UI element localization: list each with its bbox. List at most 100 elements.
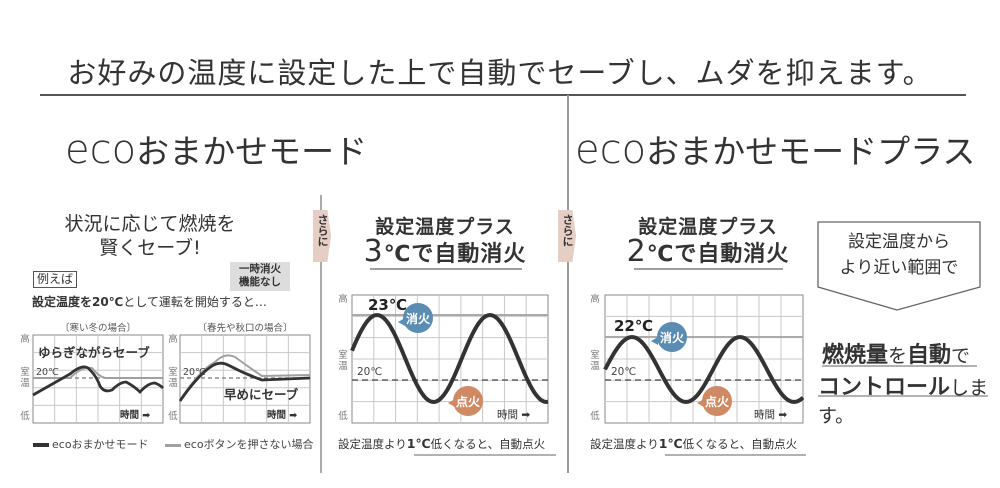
plus3-chart: 23℃ 20℃ 消火 点火 時間 ➡ bbox=[350, 294, 549, 424]
plus2-caption: 設定温度より1℃低くなると、自動点火 bbox=[590, 436, 797, 452]
heading-number: 2 bbox=[626, 234, 647, 269]
badge-circle bbox=[702, 386, 732, 416]
mode-title-left: ecoおまかせモード bbox=[65, 125, 367, 173]
peak-temp-label: 23℃ bbox=[368, 296, 407, 314]
y-label-high: 高 bbox=[168, 334, 178, 345]
heading-rest: ℃で自動消火 bbox=[646, 242, 790, 267]
set-temp-label: 20℃ bbox=[36, 367, 59, 378]
y-label-high: 高 bbox=[590, 294, 600, 305]
caption-part: 設定温度より bbox=[338, 437, 407, 451]
bold-text: 燃焼量 bbox=[822, 343, 889, 368]
y-label-room: 室温 bbox=[337, 350, 349, 372]
callout-box bbox=[817, 221, 981, 311]
condition-text: 設定温度を20℃として運転を開始すると… bbox=[32, 293, 267, 310]
mode-name: おまかせモード bbox=[136, 132, 368, 171]
eco-mode-line bbox=[178, 361, 311, 402]
lead-line: 状況に応じて燃焼を bbox=[64, 213, 236, 235]
badge-line: 機能なし bbox=[239, 276, 281, 288]
eco-text: eco bbox=[575, 127, 647, 173]
y-label-room: 室温 bbox=[19, 367, 31, 389]
chart-label: ゆらぎながらセーブ bbox=[38, 345, 150, 360]
control-line2: コントロールします。 bbox=[818, 369, 1000, 428]
temperature-wave bbox=[603, 335, 805, 404]
case-spring-autumn: 〔春先や秋口の場合〕 bbox=[197, 323, 293, 334]
no-function-badge: 一時消火 機能なし bbox=[230, 262, 290, 291]
off-badge: 消火 bbox=[398, 303, 433, 333]
y-label-char: 室 bbox=[20, 367, 30, 378]
heading-number: 3 bbox=[363, 234, 384, 269]
bold-text: コントロール bbox=[818, 375, 951, 400]
y-label-char: 室 bbox=[338, 350, 348, 361]
title-underline bbox=[40, 94, 966, 96]
off-badge: 消火 bbox=[651, 322, 687, 352]
temperature-wave bbox=[350, 312, 549, 405]
lead-line: 賢くセーブ! bbox=[99, 237, 201, 259]
legend-swatch bbox=[165, 443, 181, 447]
condition-rest: として運転を開始すると… bbox=[123, 295, 267, 309]
callout-text: 設定温度から より近い範囲で bbox=[818, 229, 980, 281]
y-label-low: 低 bbox=[338, 411, 348, 422]
eco-text: eco bbox=[65, 127, 137, 173]
plus2-heading-line1: 設定温度プラス bbox=[638, 216, 778, 238]
y-label-high: 高 bbox=[338, 294, 348, 305]
text: します。 bbox=[818, 377, 989, 427]
y-label-high: 高 bbox=[20, 334, 30, 345]
set-temp-label: 20℃ bbox=[183, 367, 206, 378]
y-label-low: 低 bbox=[590, 411, 600, 422]
off-badge-text: 消火 bbox=[406, 311, 431, 326]
badge-circle bbox=[453, 386, 483, 416]
eco-mode-line bbox=[32, 365, 164, 397]
text: を bbox=[888, 345, 908, 367]
legend-swatch bbox=[33, 443, 49, 447]
plus2-chart: 22℃ 20℃ 消火 点火 時間 ➡ bbox=[603, 294, 805, 424]
time-axis-label: 時間 ➡ bbox=[497, 409, 530, 421]
on-badge-text: 点火 bbox=[456, 394, 481, 409]
y-label-low: 低 bbox=[168, 411, 178, 422]
heading-rest: ℃で自動消火 bbox=[383, 242, 527, 267]
y-label-low: 低 bbox=[20, 411, 30, 422]
legend-label: ecoボタンを押さない場合 bbox=[184, 438, 314, 451]
bold-text: 自動 bbox=[907, 343, 952, 368]
sarani-tab: さらに bbox=[558, 210, 576, 262]
off-badge-text: 消火 bbox=[660, 330, 685, 345]
sarani-tab: さらに bbox=[313, 210, 331, 262]
badge-line: 一時消火 bbox=[239, 263, 281, 275]
section-divider-left bbox=[320, 195, 322, 473]
sarani-text: さらに bbox=[316, 214, 329, 247]
peak-temp-label: 22℃ bbox=[614, 317, 653, 335]
badge-circle bbox=[657, 322, 687, 352]
on-badge: 点火 bbox=[448, 386, 483, 416]
set-temp-label: 20℃ bbox=[357, 366, 382, 378]
mode-name: おまかせモードプラス bbox=[646, 132, 976, 171]
caption-part: 設定温度より bbox=[590, 437, 659, 451]
y-label-char: 温 bbox=[20, 378, 30, 389]
condition-bold: 設定温度を20℃ bbox=[32, 295, 124, 309]
badge-circle bbox=[403, 303, 433, 333]
control-line1: 燃焼量を自動で bbox=[822, 337, 970, 369]
badge-pointer bbox=[651, 337, 658, 345]
legend-eco-mode: ecoおまかせモード bbox=[33, 436, 149, 452]
on-badge: 点火 bbox=[697, 386, 732, 416]
y-label-char: 室 bbox=[590, 350, 600, 361]
legend-no-eco: ecoボタンを押さない場合 bbox=[165, 436, 314, 452]
mode-title-right: ecoおまかせモードプラス bbox=[575, 125, 975, 173]
winter-chart: ゆらぎながらセーブ 20℃ 時間 ➡ bbox=[32, 334, 164, 424]
time-axis-label: 時間 ➡ bbox=[754, 409, 787, 421]
time-axis-label: 時間 ➡ bbox=[267, 409, 297, 421]
case-winter: 〔寒い冬の場合〕 bbox=[59, 323, 136, 334]
legend-label: ecoおまかせモード bbox=[52, 438, 149, 451]
y-label-char: 温 bbox=[590, 361, 600, 372]
text: で bbox=[951, 345, 971, 367]
callout-line: より近い範囲で bbox=[839, 258, 959, 278]
page-title: お好みの温度に設定した上で自動でセーブし、ムダを抑えます。 bbox=[67, 56, 933, 90]
caption-bold: 1℃ bbox=[658, 436, 683, 451]
section-divider bbox=[567, 95, 569, 473]
y-label-room: 室温 bbox=[167, 367, 179, 389]
set-temp-label: 20℃ bbox=[611, 366, 636, 378]
plus3-heading-line1: 設定温度プラス bbox=[375, 216, 515, 238]
y-label-char: 温 bbox=[338, 361, 348, 372]
spring-chart: 20℃ 早めにセーブ 時間 ➡ bbox=[178, 334, 311, 424]
y-label-char: 温 bbox=[168, 378, 178, 389]
callout-line: 設定温度から bbox=[848, 232, 950, 252]
